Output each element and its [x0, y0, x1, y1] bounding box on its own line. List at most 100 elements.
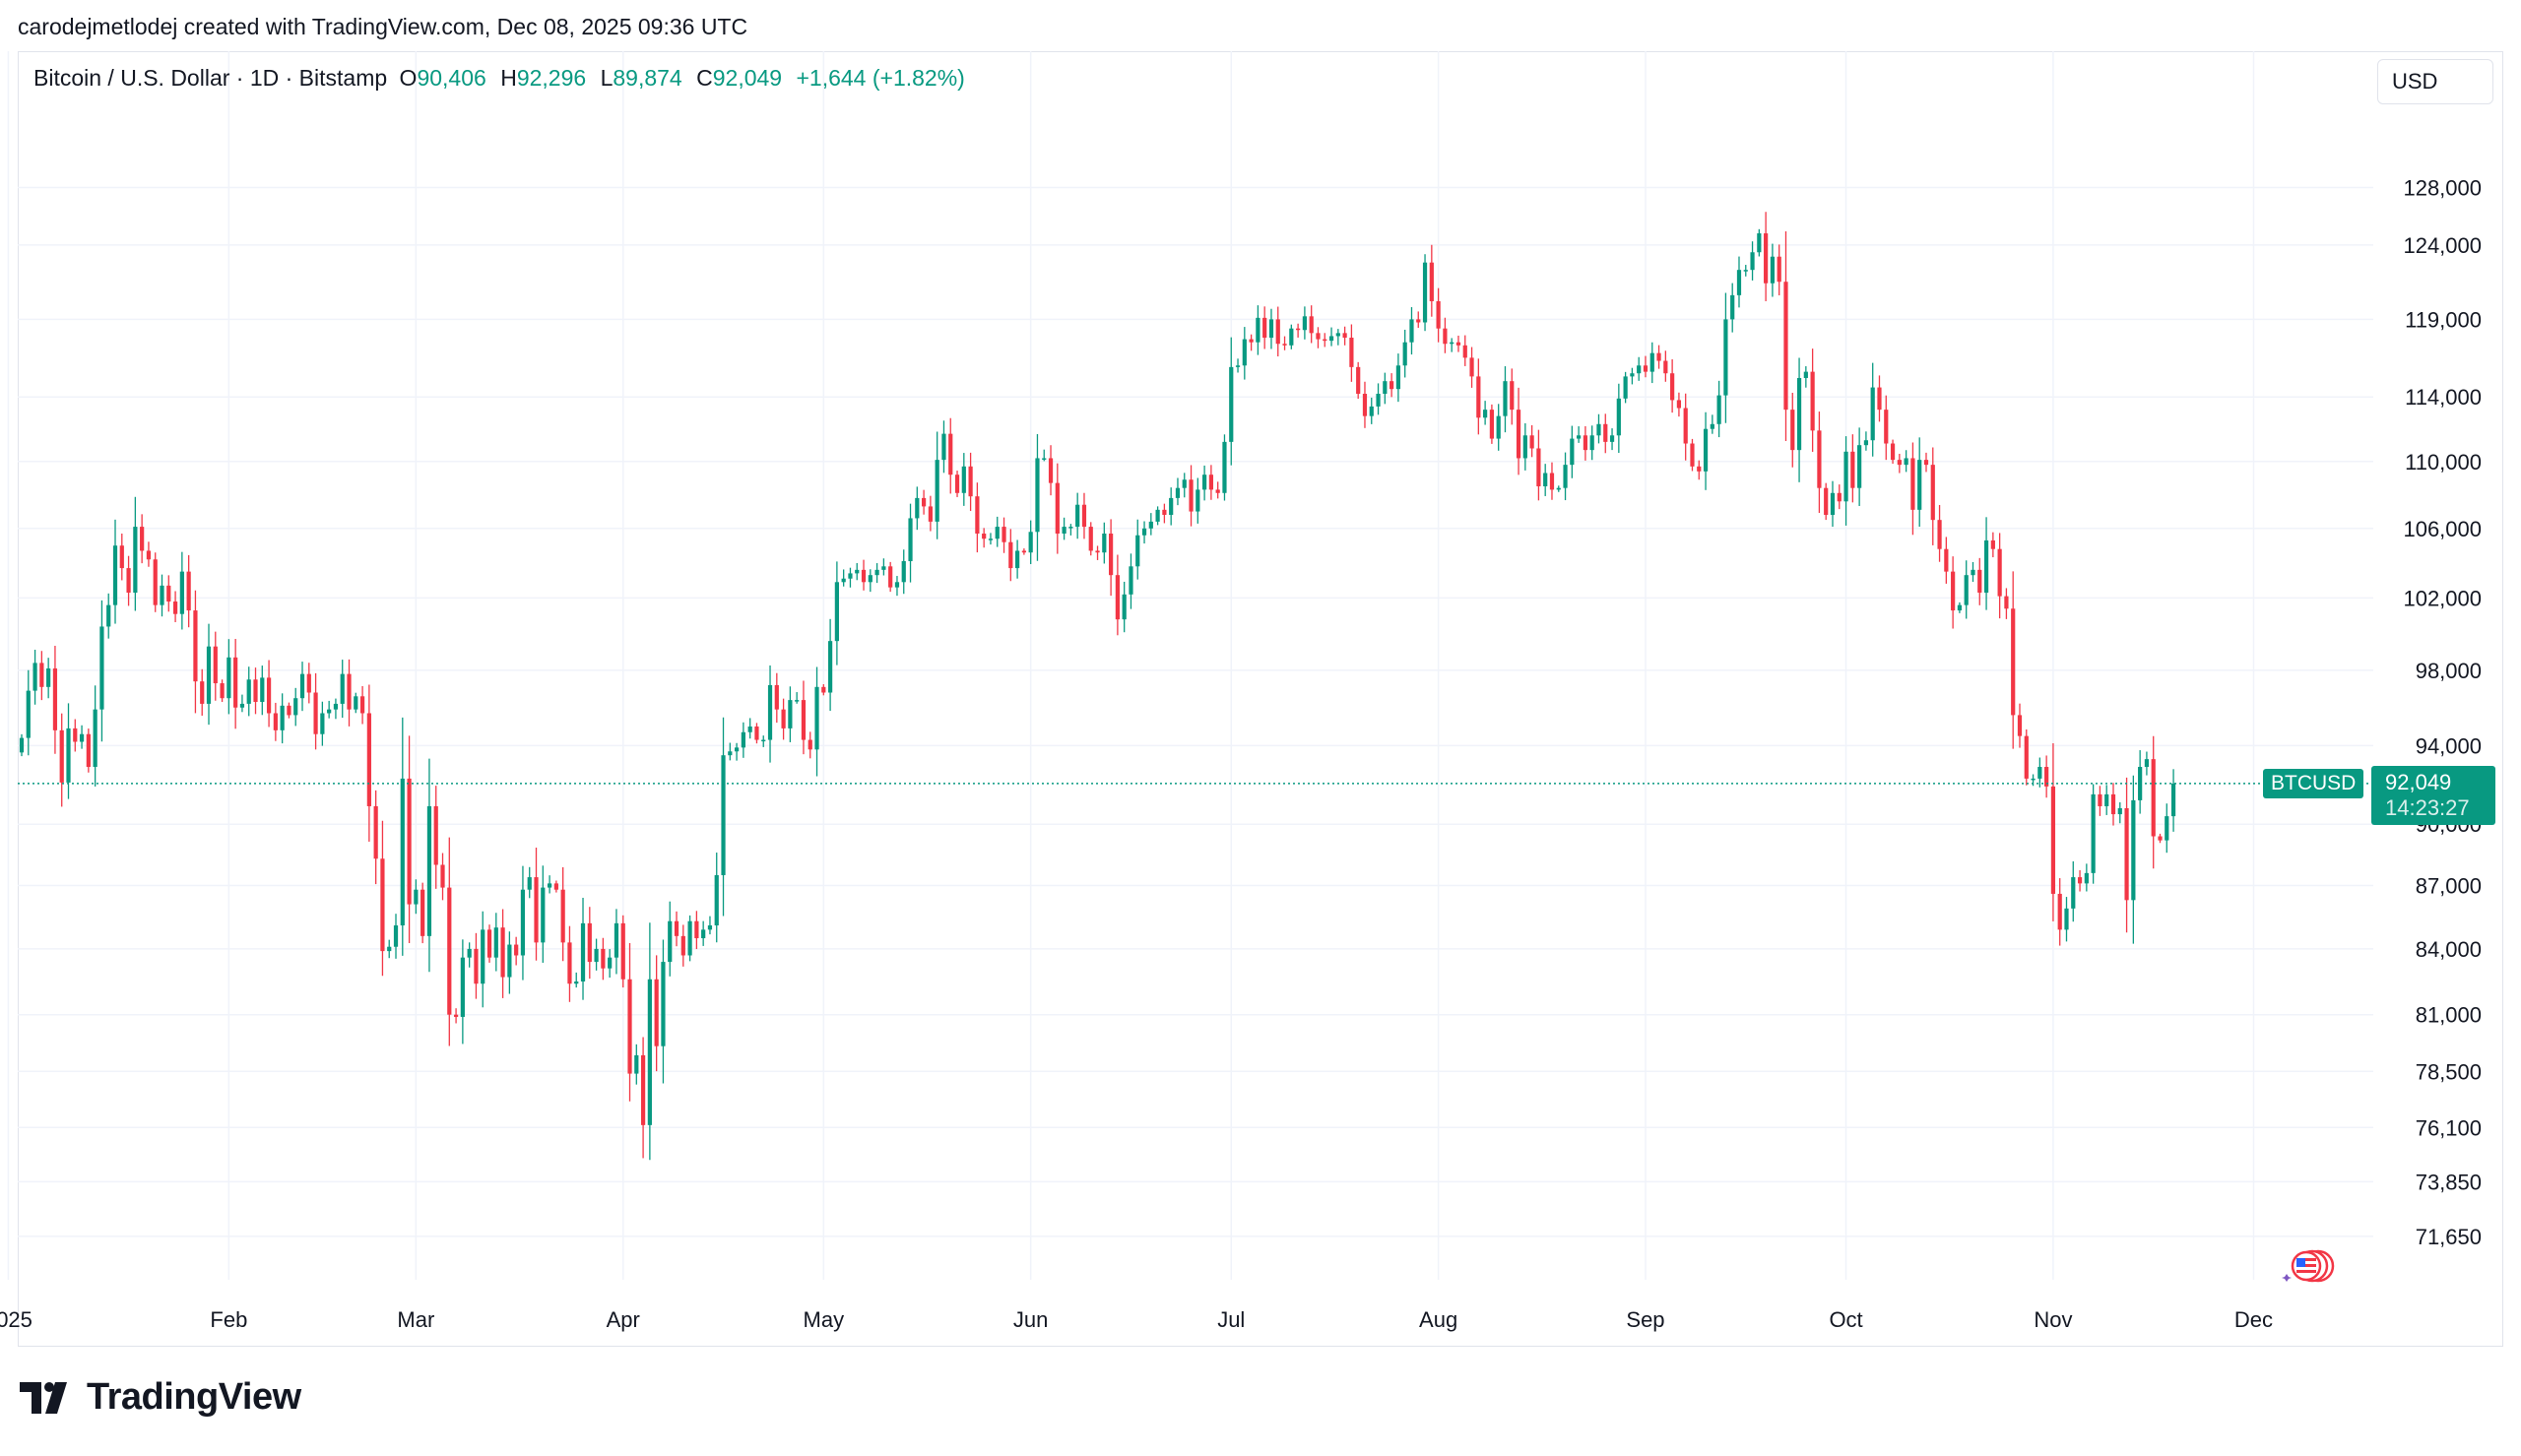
candle-body[interactable] [1383, 381, 1388, 394]
candle-body[interactable] [1944, 548, 1949, 572]
candle-body[interactable] [86, 733, 91, 768]
candle-body[interactable] [1510, 381, 1515, 411]
candle-body[interactable] [1455, 342, 1461, 346]
candle-body[interactable] [1362, 393, 1368, 416]
candle-body[interactable] [721, 755, 726, 875]
candle-body[interactable] [333, 703, 339, 710]
candle-body[interactable] [587, 922, 592, 963]
candle-body[interactable] [714, 874, 719, 926]
candle-body[interactable] [640, 1054, 646, 1125]
candle-body[interactable] [233, 657, 238, 708]
candle-body[interactable] [1369, 406, 1374, 416]
candle-body[interactable] [781, 709, 786, 728]
candle-body[interactable] [995, 527, 1000, 539]
candle-body[interactable] [46, 668, 51, 687]
chart-frame[interactable] [18, 51, 2503, 1347]
candle-body[interactable] [848, 573, 853, 579]
candle-body[interactable] [1556, 487, 1561, 490]
candle-body[interactable] [1462, 345, 1467, 358]
candle-body[interactable] [1589, 435, 1594, 451]
candle-body[interactable] [2091, 793, 2096, 873]
candle-body[interactable] [634, 1054, 639, 1074]
candle-body[interactable] [1917, 460, 1922, 510]
candle-body[interactable] [1169, 497, 1174, 515]
candle-body[interactable] [354, 696, 358, 710]
candle-body[interactable] [1837, 492, 1842, 502]
candle-body[interactable] [1730, 294, 1735, 320]
candle-body[interactable] [1196, 489, 1200, 512]
candle-body[interactable] [1028, 532, 1033, 553]
candle-body[interactable] [2050, 786, 2056, 894]
candle-body[interactable] [1275, 319, 1280, 345]
candle-body[interactable] [1489, 410, 1495, 439]
candle-body[interactable] [1676, 400, 1682, 409]
candle-body[interactable] [2117, 807, 2122, 815]
candle-body[interactable] [1450, 342, 1454, 345]
candle-body[interactable] [387, 946, 392, 952]
candle-body[interactable] [507, 944, 512, 978]
candle-body[interactable] [574, 981, 579, 984]
candle-body[interactable] [1663, 360, 1668, 374]
candle-body[interactable] [287, 705, 291, 716]
candle-body[interactable] [1349, 338, 1354, 367]
candle-body[interactable] [961, 466, 966, 493]
candle-body[interactable] [694, 920, 699, 939]
candle-body[interactable] [941, 433, 946, 461]
candle-body[interactable] [614, 922, 619, 958]
candle-body[interactable] [1563, 465, 1568, 488]
candle-body[interactable] [767, 684, 773, 740]
candle-body[interactable] [313, 692, 318, 734]
candle-body[interactable] [186, 571, 191, 611]
candle-body[interactable] [954, 475, 960, 493]
candle-body[interactable] [654, 979, 659, 1046]
candle-body[interactable] [19, 737, 25, 753]
candle-body[interactable] [1289, 328, 1294, 346]
candle-body[interactable] [2131, 799, 2136, 901]
candle-body[interactable] [594, 948, 599, 963]
candle-body[interactable] [1697, 466, 1702, 472]
candle-body[interactable] [680, 935, 685, 956]
candle-body[interactable] [1877, 387, 1882, 411]
candle-body[interactable] [527, 877, 532, 890]
candle-body[interactable] [827, 641, 833, 693]
candle-body[interactable] [1042, 458, 1047, 460]
candle-body[interactable] [1048, 458, 1054, 483]
candle-body[interactable] [553, 883, 558, 890]
candle-body[interactable] [1409, 319, 1414, 343]
candle-body[interactable] [701, 929, 706, 939]
candle-body[interactable] [1777, 256, 1781, 283]
candle-body[interactable] [172, 601, 178, 614]
candle-body[interactable] [299, 673, 305, 699]
candle-body[interactable] [2064, 908, 2069, 930]
candle-body[interactable] [2037, 767, 2042, 779]
candle-body[interactable] [320, 713, 325, 734]
candle-body[interactable] [119, 545, 124, 569]
symbol-title[interactable]: Bitcoin / U.S. Dollar · 1D · Bitstamp [33, 65, 388, 91]
candle-body[interactable] [801, 700, 807, 740]
candle-body[interactable] [915, 497, 920, 519]
candle-body[interactable] [140, 527, 145, 551]
candle-body[interactable] [433, 805, 438, 865]
candle-body[interactable] [1416, 319, 1421, 323]
candle-body[interactable] [2024, 735, 2029, 779]
candle-body[interactable] [467, 948, 472, 958]
candle-body[interactable] [1035, 458, 1040, 533]
candle-body[interactable] [2170, 783, 2176, 817]
candle-body[interactable] [359, 696, 365, 714]
candle-body[interactable] [1643, 365, 1648, 372]
candle-body[interactable] [1055, 482, 1060, 535]
candle-body[interactable] [1021, 550, 1026, 553]
candle-body[interactable] [2044, 767, 2049, 787]
candle-body[interactable] [126, 568, 131, 594]
candle-body[interactable] [59, 729, 64, 783]
candle-body[interactable] [647, 979, 652, 1125]
candle-body[interactable] [1649, 352, 1654, 372]
candle-body[interactable] [534, 877, 539, 943]
candle-body[interactable] [1609, 435, 1615, 442]
candle-body[interactable] [1857, 445, 1862, 488]
candle-body[interactable] [146, 550, 152, 560]
candle-body[interactable] [1616, 398, 1621, 436]
candle-body[interactable] [1703, 428, 1709, 472]
candle-body[interactable] [1964, 575, 1969, 605]
candle-body[interactable] [73, 728, 78, 742]
